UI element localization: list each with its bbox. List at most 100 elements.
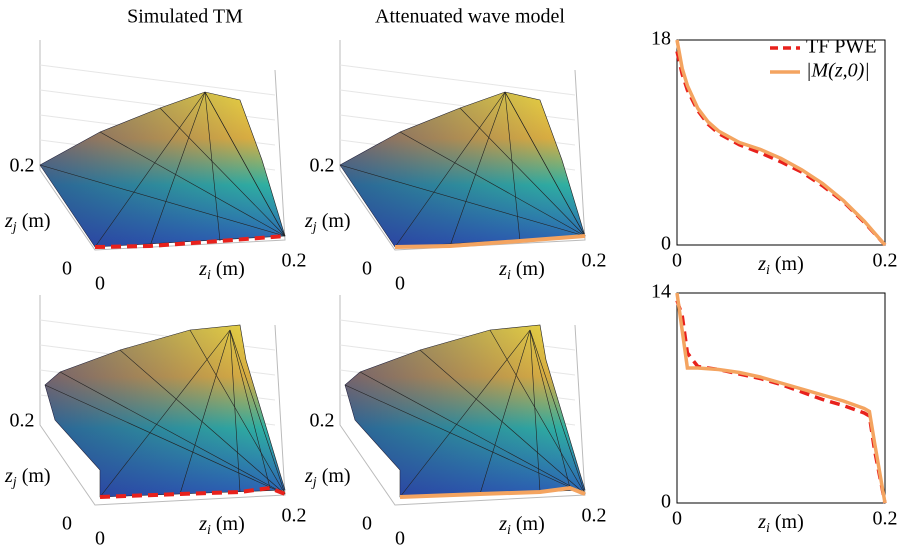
y-tick-label: 18 [651, 28, 671, 50]
surface-shade [340, 92, 585, 247]
surface-shade [345, 325, 585, 497]
axis-subscript: i [207, 523, 211, 538]
box-grid [39, 64, 276, 96]
zi-tick-label: 0.2 [282, 250, 307, 272]
axis-subscript: i [507, 523, 511, 538]
axis-unit: (m) [775, 511, 804, 533]
mesh-line [189, 329, 286, 495]
mesh-line [94, 91, 206, 248]
mesh-line [459, 107, 586, 237]
x-tick-label: 0 [672, 250, 682, 272]
axis-subscript: i [766, 263, 770, 278]
mesh-line [479, 329, 531, 495]
data-line [675, 39, 887, 247]
zj-tick-label: 0 [62, 258, 72, 280]
axis-subscript: j [311, 220, 317, 235]
axis-label: zi (m) [498, 513, 545, 539]
legend-label: TF PWE [806, 36, 877, 58]
mesh-line [59, 371, 286, 495]
axis-symbol: z [304, 465, 313, 487]
data-line [675, 299, 887, 504]
x-tick-label: 0.2 [873, 508, 898, 530]
axis-symbol: z [498, 258, 507, 280]
mesh-line [119, 349, 286, 495]
axis-unit: (m) [516, 513, 545, 535]
mesh-line [394, 91, 506, 248]
mesh-line [44, 384, 286, 495]
mesh-line [344, 384, 586, 495]
box-edge [339, 295, 586, 506]
x-tick-label: 0.2 [873, 250, 898, 272]
mesh-line [399, 131, 586, 237]
zj-tick-label: 0.2 [10, 410, 35, 432]
box-edge [339, 40, 586, 251]
axis-symbol: z [304, 210, 313, 232]
mesh-line [179, 329, 231, 495]
axis-subscript: j [311, 475, 317, 490]
mesh-line [419, 349, 586, 495]
axis-label: zj (m) [304, 210, 351, 236]
axis-unit: (m) [322, 210, 351, 232]
mesh-line [204, 91, 286, 237]
box-edge [39, 295, 286, 506]
axis-subscript: j [11, 475, 17, 490]
axis-symbol: z [198, 513, 207, 535]
edge-line [394, 234, 586, 249]
mesh-line [99, 131, 286, 237]
zi-tick-label: 0.2 [282, 505, 307, 527]
mesh-line [159, 107, 286, 237]
axis-label: zj (m) [4, 210, 51, 236]
edge-line [99, 485, 286, 499]
mesh-line [149, 91, 206, 247]
axis-label: zi (m) [198, 258, 245, 284]
zi-tick-label: 0 [95, 273, 105, 295]
axis-label: zi (m) [498, 258, 545, 284]
mesh-line [529, 329, 541, 493]
axis-unit: (m) [216, 513, 245, 535]
axis-symbol: z [4, 465, 13, 487]
zi-tick-label: 0 [95, 528, 105, 550]
mesh-line [529, 329, 586, 495]
zj-tick-label: 0.2 [10, 155, 35, 177]
axis-label: zj (m) [304, 465, 351, 491]
axis-unit: (m) [516, 258, 545, 280]
axis-symbol: z [757, 253, 766, 275]
axis-label: zi (m) [757, 511, 804, 537]
axis-unit: (m) [322, 465, 351, 487]
axis-subscript: i [766, 521, 770, 536]
box-grid [339, 64, 576, 96]
axis-subscript: i [507, 268, 511, 283]
legend-label: |M(z,0)| [806, 60, 870, 82]
zi-tick-label: 0 [395, 273, 405, 295]
mesh-line [99, 329, 231, 498]
mesh-line [229, 329, 271, 489]
panel-title: Simulated TM [127, 6, 243, 28]
axis-unit: (m) [22, 465, 51, 487]
zi-tick-label: 0.2 [582, 250, 607, 272]
mesh-line [529, 329, 571, 489]
mesh-line [39, 164, 286, 237]
mesh-line [229, 329, 286, 495]
data-line [675, 292, 887, 504]
zi-tick-label: 0.2 [582, 505, 607, 527]
y-tick-label: 0 [661, 491, 671, 513]
axis-subscript: i [207, 268, 211, 283]
x-tick-label: 0 [672, 508, 682, 530]
axis-symbol: z [198, 258, 207, 280]
surface-shade [40, 92, 285, 247]
zj-tick-label: 0.2 [310, 410, 335, 432]
mesh-line [229, 329, 241, 493]
box-edge [39, 40, 286, 251]
zj-tick-label: 0.2 [310, 155, 335, 177]
axis-label: zj (m) [4, 465, 51, 491]
surface-panel: 0.2 0 0 0.2 zj (m) zi (m) [4, 40, 307, 295]
mesh-line [359, 371, 586, 495]
zj-tick-label: 0 [62, 513, 72, 535]
axis-unit: (m) [775, 253, 804, 275]
mesh-line [399, 329, 531, 498]
plot-frame [676, 292, 886, 504]
edge-line [399, 485, 586, 499]
